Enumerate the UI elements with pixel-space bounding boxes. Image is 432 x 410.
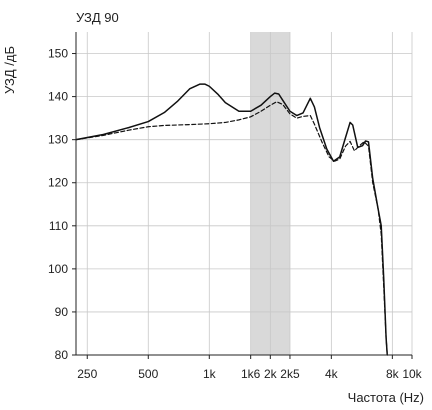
x-tick-label-3: 1k6: [241, 367, 261, 381]
y-tick-label-6: 140: [48, 90, 68, 104]
x-tick-label-4: 2k: [264, 367, 278, 381]
y-tick-label-1: 90: [55, 305, 69, 319]
x-tick-label-6: 4k: [325, 367, 339, 381]
tick-labels: 250 500 1k 1k6 2k 2k5 4k 8k 10k 80 90 100 110 120 130 1…: [48, 47, 423, 381]
x-tick-label-8: 10k: [402, 367, 422, 381]
y-tick-label-0: 80: [55, 348, 69, 362]
series-line-dashed: [75, 101, 388, 356]
x-tick-label-1: 500: [138, 367, 158, 381]
y-tick-label-7: 150: [48, 47, 68, 61]
grid: [76, 32, 413, 356]
x-tick-label-2: 1k: [203, 367, 217, 381]
x-tick-label-5: 2k5: [280, 367, 300, 381]
y-tick-label-2: 100: [48, 262, 68, 276]
x-tick-label-7: 8k: [386, 367, 400, 381]
y-tick-label-3: 110: [49, 219, 68, 233]
chart-title: УЗД 90: [76, 10, 119, 25]
y-tick-label-5: 130: [48, 133, 68, 147]
series-layer: [75, 83, 389, 356]
series-line-solid: [75, 83, 389, 356]
y-axis-label: УЗД /дБ: [2, 46, 17, 94]
y-tick-label-4: 120: [48, 176, 68, 190]
axes: [75, 32, 412, 356]
x-axis-label: Частота (Hz): [348, 390, 424, 405]
x-tick-label-0: 250: [77, 367, 97, 381]
